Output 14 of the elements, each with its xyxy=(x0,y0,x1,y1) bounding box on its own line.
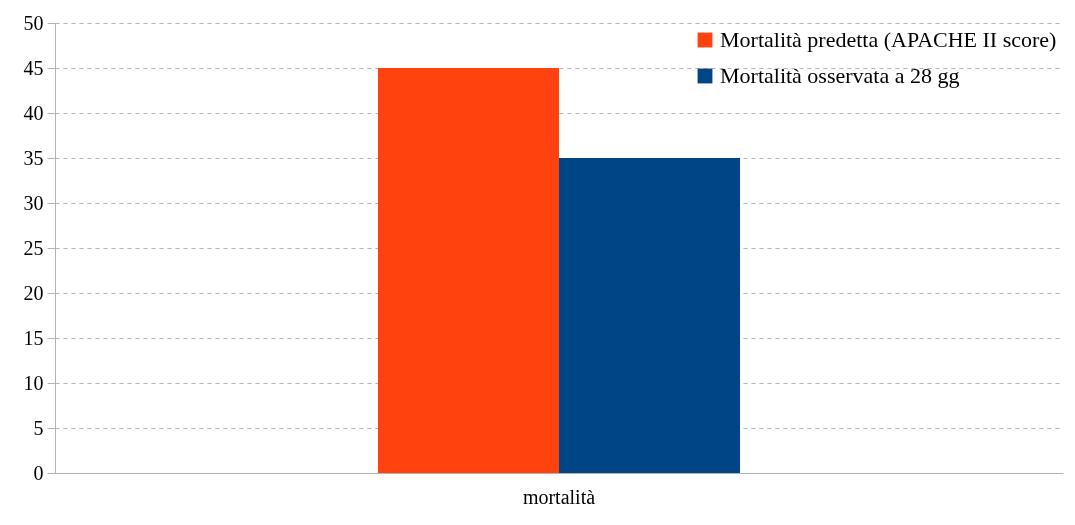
legend-label: Mortalità osservata a 28 gg xyxy=(720,63,960,88)
y-tick-label: 30 xyxy=(23,191,44,214)
y-tick-label: 25 xyxy=(23,236,44,259)
x-tick-label: mortalità xyxy=(522,485,596,508)
y-tick-label: 0 xyxy=(33,461,44,484)
y-tick-label: 5 xyxy=(33,416,44,439)
legend-label: Mortalità predetta (APACHE II score) xyxy=(720,27,1057,52)
y-tick-label: 50 xyxy=(23,11,44,34)
y-tick-label: 15 xyxy=(23,326,44,349)
y-tick-label: 40 xyxy=(23,101,44,124)
y-tick-label: 45 xyxy=(23,56,44,79)
y-tick-label: 20 xyxy=(23,281,44,304)
y-tick-label: 10 xyxy=(23,371,44,394)
y-tick-label: 35 xyxy=(23,146,44,169)
